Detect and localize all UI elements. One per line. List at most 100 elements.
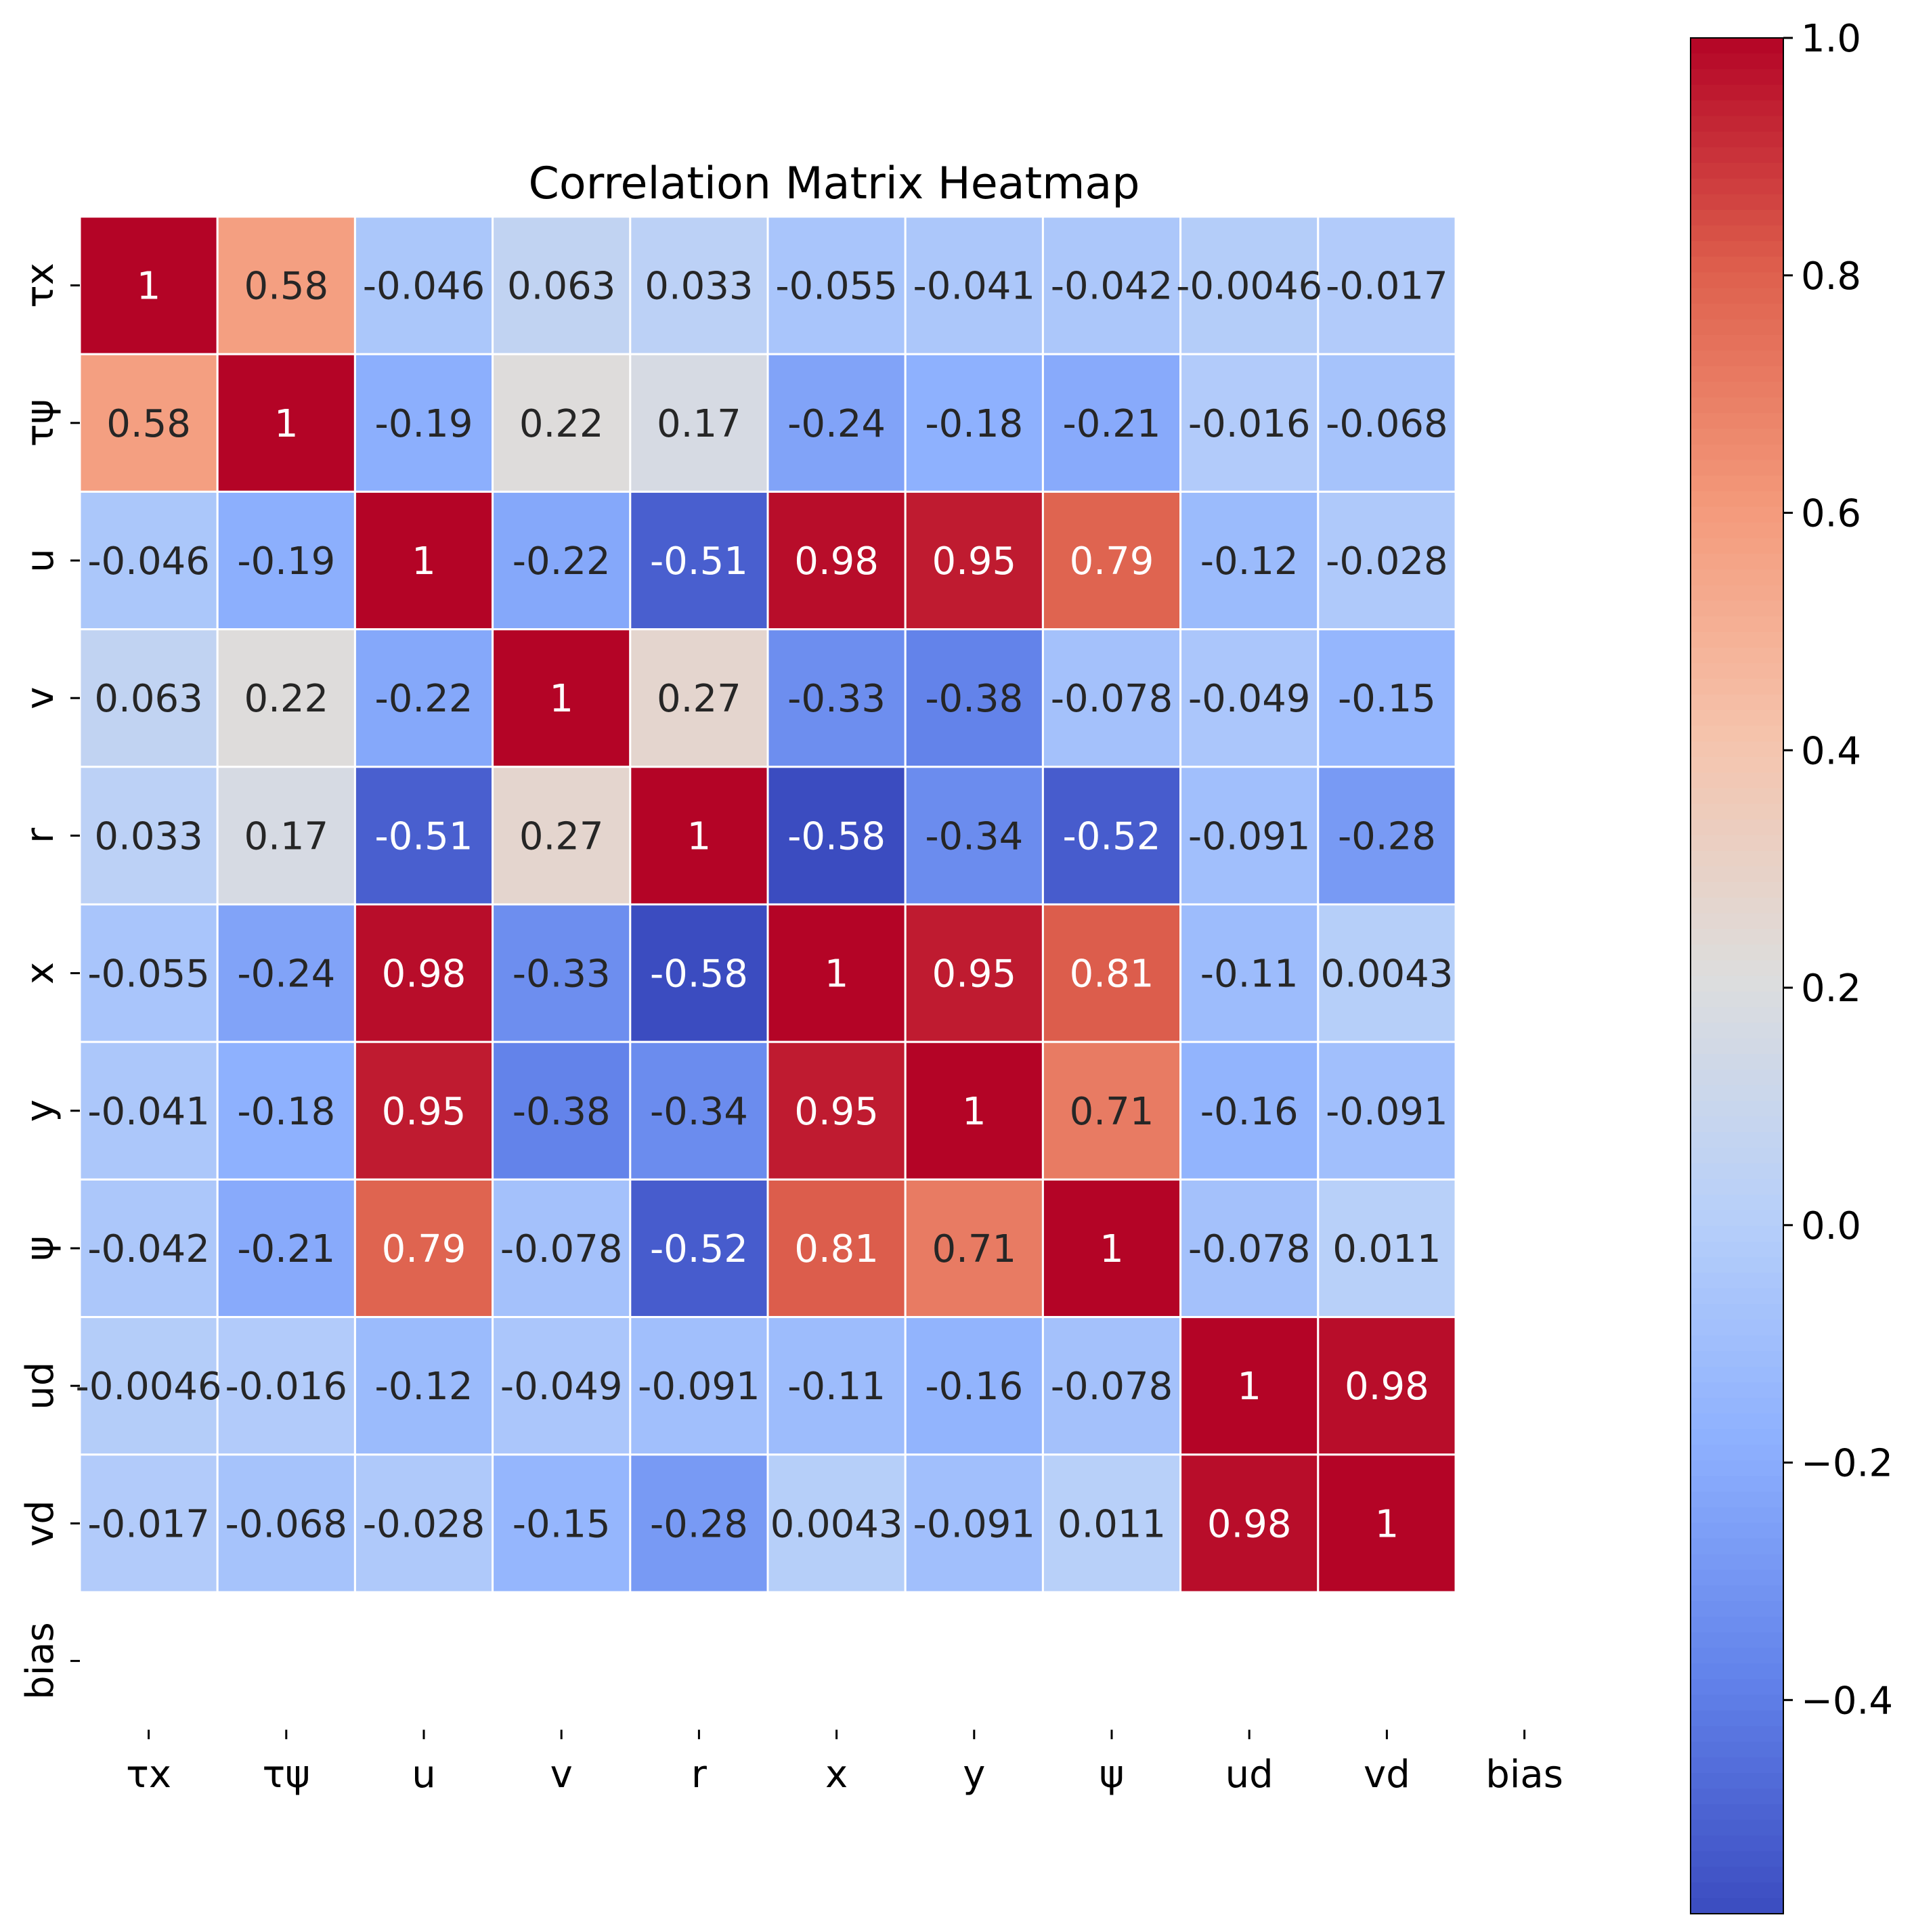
cell-value-label: 1 <box>1375 1502 1399 1546</box>
colorbar-segment <box>1691 53 1783 70</box>
cell-value-label: -0.068 <box>225 1502 348 1546</box>
heatmap-cell-x-r <box>629 903 769 1043</box>
heatmap-cell-y-y <box>904 1040 1044 1181</box>
cell-value-label: -0.58 <box>650 952 748 996</box>
colorbar-segment <box>1691 898 1783 915</box>
colorbar-segment <box>1691 1257 1783 1274</box>
heatmap-cell-v-psi <box>1041 628 1182 768</box>
heatmap-cell-v-x <box>766 628 907 768</box>
y-tick-label-ud: ud <box>18 1362 62 1410</box>
cell-value-label: -0.22 <box>375 677 473 721</box>
cell-value-label: -0.091 <box>1188 814 1311 858</box>
cell-value-label: 0.033 <box>94 814 202 858</box>
colorbar-segment <box>1691 554 1783 571</box>
cell-value-label: -0.017 <box>87 1502 210 1546</box>
heatmap-cell-psi-r <box>629 1178 769 1319</box>
cell-value-label: -0.18 <box>237 1090 335 1134</box>
colorbar-segment <box>1691 1538 1783 1555</box>
y-axis: τx τψ u v r x y ψ ud vd bias <box>18 263 80 1700</box>
cell-value-label: 1 <box>137 265 161 309</box>
cell-value-label: 0.58 <box>244 265 328 309</box>
x-tick-label-vd: vd <box>1364 1753 1410 1797</box>
heatmap-cell-tau-psi-x <box>766 353 907 493</box>
cell-value-label: 0.95 <box>932 952 1016 996</box>
colorbar-segment <box>1691 1132 1783 1149</box>
heatmap-cell-vd-ud <box>1179 1453 1320 1594</box>
colorbar-segment <box>1691 1585 1783 1602</box>
colorbar-tick-label: 0.4 <box>1801 729 1861 773</box>
colorbar-segment <box>1691 147 1783 164</box>
heatmap-cell-v-tau-x <box>79 628 219 768</box>
heatmap-cell-tau-x-psi <box>1041 215 1182 355</box>
colorbar-segment <box>1691 366 1783 383</box>
cell-value-label: 0.27 <box>519 814 604 858</box>
cell-value-label: 0.17 <box>244 814 328 858</box>
heatmap-cell-ud-r <box>629 1316 769 1456</box>
colorbar-segment <box>1691 600 1783 617</box>
colorbar-segment <box>1691 334 1783 351</box>
colorbar-segment <box>1691 194 1783 211</box>
cell-value-label: -0.21 <box>1063 402 1161 446</box>
heatmap-cell-r-ud <box>1179 766 1320 906</box>
y-tick-label-bias: bias <box>18 1622 62 1700</box>
cell-value-label: -0.34 <box>925 814 1023 858</box>
colorbar-segment <box>1691 241 1783 258</box>
colorbar-segment <box>1691 1304 1783 1321</box>
cell-value-label: -0.016 <box>225 1365 348 1409</box>
cell-value-label: -0.091 <box>913 1502 1036 1546</box>
colorbar-segment <box>1691 303 1783 320</box>
colorbar-segment <box>1691 647 1783 664</box>
heatmap-cell-tau-x-x <box>766 215 907 355</box>
heatmap-cell-vd-u <box>353 1453 494 1594</box>
colorbar-tick-label: 0.8 <box>1801 255 1861 299</box>
colorbar-segment <box>1691 991 1783 1008</box>
colorbar-segment <box>1691 1053 1783 1071</box>
colorbar-segment <box>1691 1335 1783 1352</box>
y-tick-label-r: r <box>18 827 62 843</box>
colorbar-segment <box>1691 569 1783 586</box>
colorbar-tick-label: −0.2 <box>1801 1442 1893 1486</box>
colorbar-segment <box>1691 460 1783 477</box>
cell-value-label: -0.19 <box>237 540 335 584</box>
cell-value-label: -0.11 <box>1200 952 1299 996</box>
cell-value-label: -0.046 <box>363 265 485 309</box>
cell-value-label: -0.52 <box>1063 814 1161 858</box>
colorbar-segment <box>1691 1179 1783 1195</box>
cell-value-label: -0.017 <box>1326 265 1448 309</box>
cell-value-label: -0.16 <box>925 1365 1023 1409</box>
heatmap-cell-r-y <box>904 766 1044 906</box>
x-tick-label-u: u <box>412 1753 436 1797</box>
colorbar-tick-label: 0.2 <box>1801 967 1861 1011</box>
colorbar-segment <box>1691 1741 1783 1759</box>
colorbar-segment <box>1691 1476 1783 1493</box>
heatmap-cell-tau-x-vd <box>1317 215 1457 355</box>
heatmap-cell-tau-psi-ud <box>1179 353 1320 493</box>
heatmap-cell-y-vd <box>1317 1040 1457 1181</box>
cell-value-label: 0.22 <box>244 677 328 721</box>
colorbar-segment <box>1691 38 1783 55</box>
y-tick-label-tau-x: τx <box>18 263 62 308</box>
heatmap-cell-r-vd <box>1317 766 1457 906</box>
x-tick-label-r: r <box>691 1753 708 1797</box>
colorbar-frame <box>1690 37 1784 1914</box>
colorbar-segment <box>1691 1351 1783 1367</box>
heatmap-cell-u-y <box>904 490 1044 631</box>
colorbar-tick-label: 1.0 <box>1801 17 1861 61</box>
colorbar-segment <box>1691 522 1783 539</box>
cell-annotations: 1 0.58 -0.046 0.063 0.033 -0.055 -0.041 -0.042-… <box>76 265 1454 1547</box>
colorbar-segment <box>1691 1445 1783 1462</box>
heatmap-cell-x-tau-x <box>79 903 219 1043</box>
cell-value-label: -0.078 <box>500 1227 623 1271</box>
colorbar-segment <box>1691 1319 1783 1336</box>
y-tick-label-x: x <box>18 962 62 984</box>
heatmap-cell-vd-x <box>766 1453 907 1594</box>
heatmap-cell-r-x <box>766 766 907 906</box>
cell-value-label: -0.055 <box>87 952 210 996</box>
colorbar-segment <box>1691 1288 1783 1305</box>
colorbar-segment <box>1691 1101 1783 1118</box>
cell-value-label: -0.042 <box>1051 265 1173 309</box>
heatmap-cell-tau-x-v <box>492 215 632 355</box>
colorbar-segment <box>1691 1163 1783 1180</box>
colorbar-segment <box>1691 475 1783 492</box>
